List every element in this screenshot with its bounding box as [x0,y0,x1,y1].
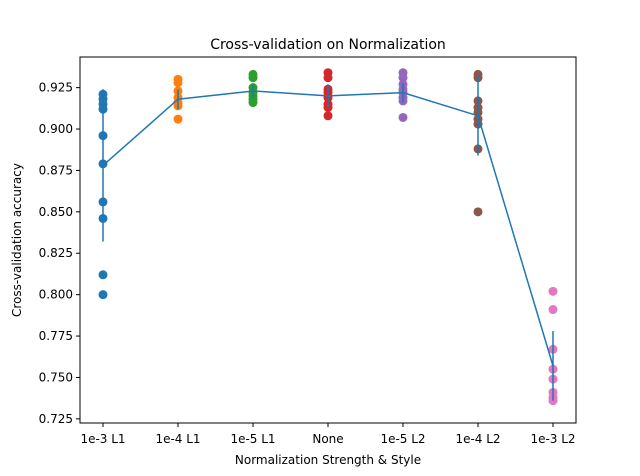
y-axis: 0.725 0.750 0.775 0.800 0.825 0.850 0.875 0.900… [39,81,80,426]
y-tick-label: 0.775 [39,329,73,343]
data-point [398,73,408,83]
data-point [548,305,558,315]
y-tick-label: 0.725 [39,412,73,426]
x-axis-label: Normalization Strength & Style [235,453,421,467]
y-tick-label: 0.900 [39,122,73,136]
data-point [248,73,258,83]
x-tick-label: 1e-4 L1 [155,432,200,446]
data-point [173,78,183,88]
x-tick-label: 1e-4 L2 [455,432,500,446]
data-point [398,112,408,122]
data-point [248,98,258,108]
y-tick-label: 0.825 [39,246,73,260]
y-tick-label: 0.800 [39,288,73,302]
y-tick-label: 0.875 [39,163,73,177]
x-tick-label: 1e-5 L1 [230,432,275,446]
data-point [323,73,333,83]
data-point [323,111,333,121]
data-point [98,270,108,280]
plot-marks [98,68,558,406]
y-tick-label: 0.750 [39,370,73,384]
x-tick-label: 1e-3 L2 [530,432,575,446]
x-axis: 1e-3 L1 1e-4 L1 1e-5 L1 None 1e-5 L2 1e-4 L2 1… [80,423,576,446]
chart-title: Cross-validation on Normalization [210,37,446,53]
data-point [473,207,483,217]
x-tick-label: 1e-5 L2 [380,432,425,446]
data-point [173,114,183,124]
y-axis-label: Cross-validation accuracy [10,163,24,317]
x-tick-label: None [312,432,343,446]
x-tick-label: 1e-3 L1 [80,432,125,446]
y-tick-label: 0.850 [39,205,73,219]
y-tick-label: 0.925 [39,81,73,95]
data-point [98,290,108,300]
data-point [548,286,558,296]
